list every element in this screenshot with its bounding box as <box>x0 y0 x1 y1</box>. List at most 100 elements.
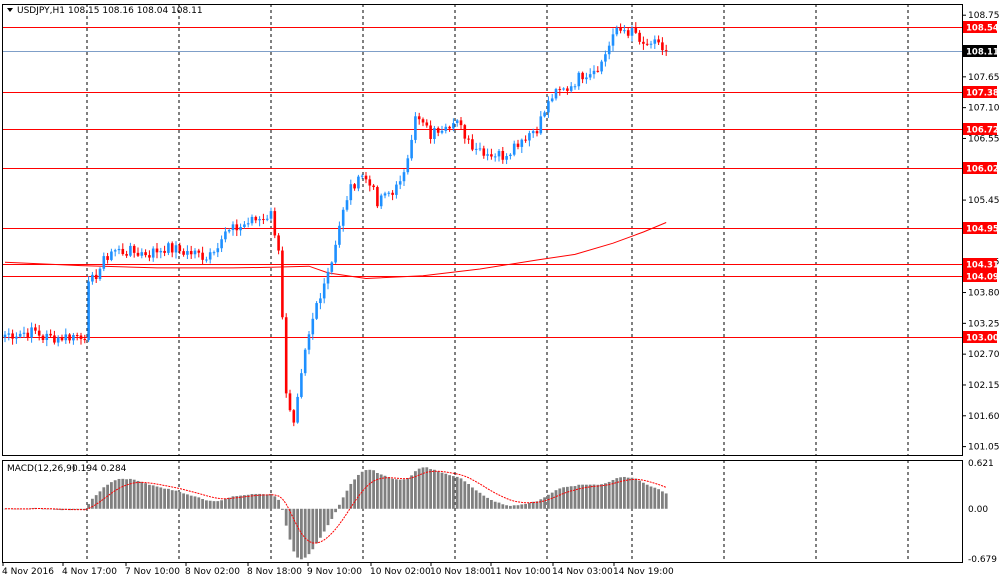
candle <box>53 330 56 345</box>
candle-body <box>281 250 284 318</box>
candle-body <box>528 133 531 141</box>
macd-histogram-bar <box>281 508 284 510</box>
candle <box>471 134 474 152</box>
candle <box>34 323 37 335</box>
macd-histogram-bar <box>566 486 569 509</box>
candle-body <box>512 143 516 155</box>
macd-histogram-bar <box>273 496 277 509</box>
level-tag-bg <box>963 21 997 33</box>
candle <box>159 247 163 259</box>
price-tick-label: 107.10 <box>968 104 1000 114</box>
candle <box>235 219 239 237</box>
level-tag: 107.38 <box>966 89 999 99</box>
candle-body <box>98 268 102 279</box>
macd-histogram-bar <box>398 479 402 509</box>
candle-body <box>136 252 140 256</box>
candle <box>106 252 109 264</box>
candle <box>170 241 174 258</box>
candle <box>243 221 246 229</box>
tag-layer: 108.54 107.38 106.72 106.02 104.95 104.31 104.… <box>963 21 999 344</box>
candle <box>566 86 569 95</box>
macd-histogram-bar <box>129 478 132 509</box>
macd-histogram-bar <box>539 499 543 509</box>
candle-body <box>387 192 391 194</box>
candle <box>265 214 269 222</box>
candle <box>482 145 486 159</box>
candle-body <box>588 74 592 78</box>
candle-body <box>117 248 121 251</box>
candle-body <box>657 39 660 43</box>
macd-histogram-bar <box>414 471 417 509</box>
macd-histogram-bar <box>167 488 170 509</box>
candle <box>163 245 166 257</box>
macd-histogram-bar <box>106 484 109 509</box>
candle-body <box>562 88 565 90</box>
candle-body <box>140 252 144 256</box>
dropdown-triangle-icon[interactable] <box>7 8 13 12</box>
candle-body <box>353 184 356 189</box>
macd-histogram-bar <box>429 469 432 509</box>
macd-histogram-bar <box>497 502 501 509</box>
candle-body <box>376 187 379 207</box>
candle-body <box>471 139 474 150</box>
candle <box>452 118 455 132</box>
level-tag-bg <box>963 270 997 282</box>
candle <box>15 332 18 344</box>
candle-body <box>531 131 535 134</box>
macd-tick-label: 0.00 <box>968 505 988 515</box>
candle <box>186 245 189 260</box>
candle <box>406 154 410 175</box>
macd-histogram-bar <box>550 492 554 509</box>
macd-histogram-bar <box>288 508 292 540</box>
macd-histogram-bar <box>349 483 353 509</box>
macd-histogram-bar <box>653 487 657 509</box>
candle-body <box>585 77 588 80</box>
time-label: 10 Nov 02:00 <box>370 567 431 577</box>
macd-histogram-bar <box>482 495 486 509</box>
candle <box>246 217 250 228</box>
candle <box>258 216 261 227</box>
candle-body <box>414 116 417 140</box>
candle <box>535 126 539 137</box>
macd-histogram-bar <box>132 479 136 509</box>
candle-body <box>406 158 410 173</box>
candle <box>292 409 296 427</box>
candle <box>626 27 630 39</box>
macd-histogram-bar <box>159 487 163 509</box>
price-tick-label: 101.05 <box>968 443 1000 453</box>
macd-histogram-bar <box>661 491 664 509</box>
candle-body <box>205 259 208 261</box>
candle <box>364 172 368 184</box>
macd-histogram-bar <box>383 475 387 509</box>
macd-histogram-bar <box>193 496 197 509</box>
candle <box>474 142 478 155</box>
candle <box>573 83 577 90</box>
macd-histogram-bar <box>558 488 562 509</box>
candle <box>414 112 417 144</box>
time-label: 10 Nov 18:00 <box>430 567 491 577</box>
candle <box>402 169 406 187</box>
macd-histogram-bar <box>319 508 322 538</box>
macd-histogram-bar <box>91 498 94 509</box>
candle <box>341 207 345 232</box>
macd-histogram-bar <box>402 479 406 509</box>
macd-layer <box>3 467 668 560</box>
candle <box>273 207 277 239</box>
macd-label: MACD(12,26,9) <box>7 464 75 474</box>
candle-body <box>22 332 26 334</box>
price-tick-label: 102.70 <box>968 350 1000 360</box>
time-label: 14 Nov 19:00 <box>613 567 674 577</box>
candle <box>296 393 299 424</box>
macd-histogram-bar <box>303 508 307 558</box>
candle <box>539 111 543 135</box>
candle <box>509 153 512 160</box>
candle <box>125 250 128 258</box>
candle-body <box>311 318 315 335</box>
candle <box>459 117 463 130</box>
candle-body <box>243 224 246 227</box>
candle <box>79 332 83 345</box>
candle <box>391 190 394 201</box>
candle-body <box>37 330 41 336</box>
macd-histogram-bar <box>581 484 584 509</box>
